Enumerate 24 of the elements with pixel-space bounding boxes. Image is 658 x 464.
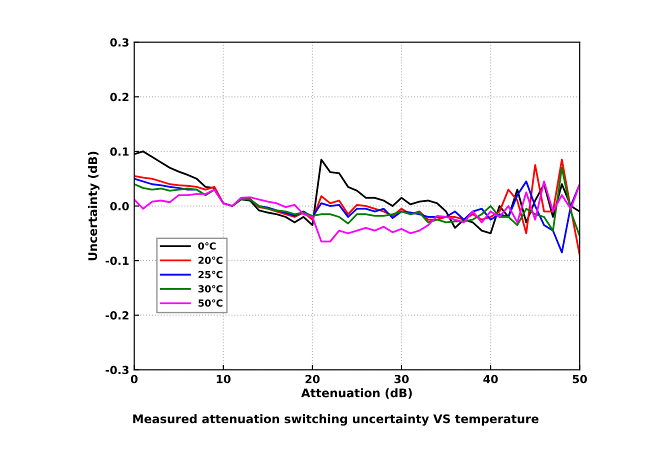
y-tick-label: 0.3: [110, 38, 128, 47]
line-series: [134, 180, 580, 242]
y-tick-label: -0.1: [106, 256, 129, 265]
legend-label: 20℃: [198, 256, 222, 264]
y-tick-label: 0.1: [110, 147, 129, 156]
y-tick-label: -0.3: [106, 366, 128, 374]
y-tick-label: 0.0: [110, 202, 129, 210]
legend-label: 25℃: [198, 270, 222, 278]
x-tick-label: 20: [306, 374, 320, 384]
line-series: [134, 166, 580, 237]
legend-label: 50℃: [198, 299, 222, 307]
x-tick-label: 40: [483, 374, 498, 384]
legend-label: 0℃: [198, 242, 216, 250]
x-tick-label: 30: [394, 374, 409, 384]
y-tick-label: -0.2: [106, 311, 128, 320]
y-axis-title: Uncertainty (dB): [88, 152, 100, 260]
legend-label: 30℃: [198, 285, 222, 292]
x-axis-title: Attenuation (dB): [301, 388, 412, 399]
x-tick-label: 10: [216, 374, 231, 384]
text: Measured attenuation switching uncertainty VS temperature: [133, 414, 538, 426]
y-tick-label: 0.2: [110, 92, 128, 102]
x-tick-label: 0: [130, 374, 138, 384]
line-series: [134, 158, 580, 256]
x-tick-label: 50: [572, 374, 587, 384]
